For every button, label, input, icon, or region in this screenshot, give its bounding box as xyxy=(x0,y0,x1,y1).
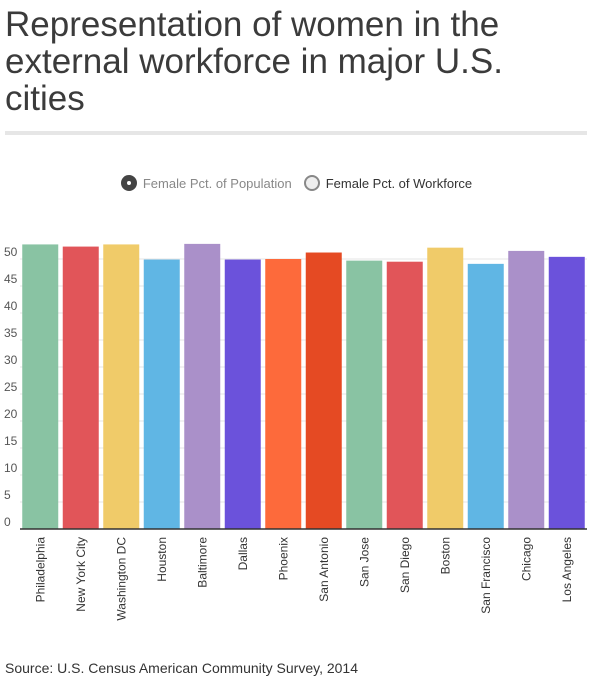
x-tick-label: Boston xyxy=(438,537,452,574)
chart-title: Representation of women in the external … xyxy=(5,5,503,118)
x-tick-label: Dallas xyxy=(236,537,250,570)
x-tick-label: Phoenix xyxy=(276,537,290,580)
radio-unselected-icon xyxy=(303,175,320,191)
bar-chart: 0 5 10 15 20 25 30 35 40 45 50 Philadelphia New York… xyxy=(4,243,587,621)
y-tick-label: 35 xyxy=(4,326,18,340)
y-tick-label: 45 xyxy=(4,272,18,286)
legend-item-workforce[interactable]: Female Pct. of Workforce xyxy=(303,175,473,191)
title-divider xyxy=(5,131,587,135)
x-tick-label: San Jose xyxy=(357,537,371,587)
bar-san-diego xyxy=(386,261,423,529)
y-tick-label: 5 xyxy=(4,488,11,502)
bar-san-jose xyxy=(346,260,383,529)
y-tick-label: 25 xyxy=(4,380,18,394)
bar-houston xyxy=(143,259,180,529)
bar-los-angeles xyxy=(548,256,585,529)
source-note: Source: U.S. Census American Community S… xyxy=(5,660,359,676)
chart-legend: Female Pct. of Population Female Pct. of… xyxy=(0,175,593,191)
bar-washington-dc xyxy=(103,244,140,530)
bar-phoenix xyxy=(265,259,302,529)
y-tick-label: 15 xyxy=(4,434,18,448)
legend-item-population[interactable]: Female Pct. of Population xyxy=(120,175,292,191)
y-tick-label: 20 xyxy=(4,407,18,421)
bar-boston xyxy=(427,247,464,529)
x-tick-label: Houston xyxy=(155,537,169,582)
bar-dallas xyxy=(224,259,261,529)
x-tick-label: Philadelphia xyxy=(33,537,47,603)
x-tick-label: San Antonio xyxy=(317,537,331,602)
x-tick-label: Washington DC xyxy=(114,537,128,621)
bar-new-york-city xyxy=(62,246,99,529)
bar-philadelphia xyxy=(22,244,59,530)
y-tick-label: 0 xyxy=(4,515,11,529)
legend-label-workforce: Female Pct. of Workforce xyxy=(325,175,473,191)
y-tick-label: 10 xyxy=(4,461,18,475)
x-tick-label: Chicago xyxy=(519,537,533,581)
x-tick-label: San Francisco xyxy=(479,537,493,614)
legend-label-population: Female Pct. of Population xyxy=(142,175,292,191)
bar-san-antonio xyxy=(305,252,342,529)
bar-chicago xyxy=(508,250,545,529)
x-tick-label: Baltimore xyxy=(195,537,209,588)
y-tick-label: 30 xyxy=(4,353,18,367)
bar-baltimore xyxy=(184,243,221,529)
x-tick-label: San Diego xyxy=(398,537,412,593)
radio-selected-icon xyxy=(120,175,137,191)
x-tick-label: Los Angeles xyxy=(560,537,574,602)
bar-san-francisco xyxy=(467,263,504,529)
x-tick-label: New York City xyxy=(74,537,88,612)
y-tick-label: 40 xyxy=(4,299,18,313)
y-tick-label: 50 xyxy=(4,245,18,259)
